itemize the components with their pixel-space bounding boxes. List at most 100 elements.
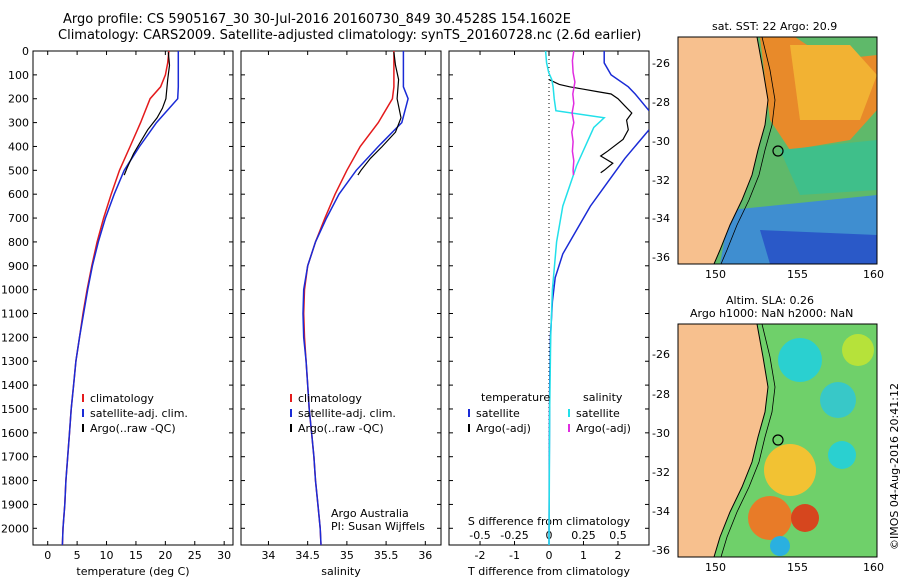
climatology-title: Climatology: CARS2009. Satellite-adjuste… <box>58 28 642 43</box>
temperature-x-tick-label: 15 <box>129 549 143 562</box>
sla-map-low-eddy-4 <box>770 536 790 556</box>
sst-map-isobath <box>720 36 776 265</box>
sla-map-title-1: Altim. SLA: 0.26 <box>726 294 815 307</box>
temperature-legend-label: satellite-adj. clim. <box>90 407 188 420</box>
sst-lon-tick: 160 <box>863 268 884 281</box>
salinity-series-line <box>357 52 402 176</box>
salinity-x-axis-label: salinity <box>321 565 361 578</box>
sla-map-argo-marker <box>772 434 784 446</box>
differences-legend-label: Argo(-adj) <box>576 422 631 435</box>
depth-tick-label: 0 <box>22 45 29 58</box>
sst-lon-tick: 155 <box>787 268 808 281</box>
depth-tick-label: 1800 <box>1 475 29 488</box>
depth-tick-label: 2000 <box>1 522 29 535</box>
salinity-legend-label: Argo(..raw -QC) <box>298 422 384 435</box>
differences-s-tick-label: 0.25 <box>571 529 596 542</box>
differences-x-tick-label: 1 <box>580 549 587 562</box>
salinity-annotation: Argo Australia <box>331 507 409 520</box>
sla-map-high-eddy-2 <box>764 444 816 496</box>
sst-map-coastline <box>713 36 769 265</box>
differences-series-line <box>544 51 606 545</box>
sst-map <box>677 36 878 265</box>
sst-map-mid-patch <box>780 140 877 195</box>
sla-lat-tick: -32 <box>652 466 670 479</box>
differences-x-tick-label: 0 <box>546 549 553 562</box>
footer-credit: ©IMOS 04-Aug-2016 20:41:12 <box>888 383 900 550</box>
differences-x-tick-label: 2 <box>614 549 621 562</box>
sst-map-argo-marker <box>772 145 784 157</box>
depth-tick-label: 200 <box>8 93 29 106</box>
salinity-annotation: PI: Susan Wijffels <box>331 520 425 533</box>
sla-map-frame <box>677 323 878 558</box>
sla-map-low-eddy-2 <box>820 382 856 418</box>
salinity-legend-label: satellite-adj. clim. <box>298 407 396 420</box>
salinity-legend-label: climatology <box>298 392 362 405</box>
sst-map-warm-patch <box>790 45 877 120</box>
sla-map-low-eddy-1 <box>778 338 822 382</box>
sla-lat-tick: -30 <box>652 427 670 440</box>
differences-legend-header: temperature <box>481 391 550 404</box>
sst-map-land <box>678 37 768 264</box>
salinity-x-tick-label: 34 <box>261 549 275 562</box>
profile-title: Argo profile: CS 5905167_30 30-Jul-2016 … <box>63 12 572 27</box>
differences-series-line <box>571 51 576 176</box>
depth-tick-label: 1700 <box>1 451 29 464</box>
temperature-legend-label: climatology <box>90 392 154 405</box>
depth-tick-label: 700 <box>8 212 29 225</box>
depth-tick-label: 1500 <box>1 403 29 416</box>
temperature-axes-frame <box>32 50 234 546</box>
salinity-panel: 34 34.5 35 35.5 36 salinity climatology satelli… <box>240 50 442 578</box>
sla-map-isobath <box>720 323 776 558</box>
differences-x-axis-label: T difference from climatology <box>467 565 630 578</box>
depth-tick-label: 100 <box>8 69 29 82</box>
depth-tick-label: 1200 <box>1 331 29 344</box>
salinity-series-line <box>302 51 409 545</box>
depth-tick-label: 1000 <box>1 284 29 297</box>
temperature-x-tick-label: 0 <box>44 549 51 562</box>
sst-map-cold-patch <box>760 230 877 264</box>
differences-legend-label: Argo(-adj) <box>476 422 531 435</box>
temperature-series-line <box>61 51 180 545</box>
temperature-x-tick-label: 10 <box>100 549 114 562</box>
temperature-x-tick-label: 25 <box>188 549 202 562</box>
salinity-x-tick-label: 34.5 <box>295 549 320 562</box>
temperature-x-axis-label: temperature (deg C) <box>76 565 189 578</box>
temperature-x-tick-label: 5 <box>74 549 81 562</box>
sst-lat-tick: -30 <box>652 135 670 148</box>
sla-map <box>677 323 878 558</box>
depth-tick-label: 600 <box>8 188 29 201</box>
depth-tick-label: 1400 <box>1 379 29 392</box>
sst-lon-tick: 150 <box>705 268 726 281</box>
sla-lon-tick: 150 <box>705 561 726 574</box>
sst-lat-tick: -28 <box>652 96 670 109</box>
sst-lat-tick: -32 <box>652 174 670 187</box>
temperature-panel: 0100200300400500600700800900100011001200… <box>1 45 234 578</box>
differences-x-tick-label: -2 <box>475 549 486 562</box>
sst-lat-tick: -36 <box>652 251 670 264</box>
sst-map-frame <box>677 36 878 265</box>
differences-legend-label: satellite <box>576 407 620 420</box>
salinity-x-tick-label: 36 <box>418 549 432 562</box>
salinity-axes-frame <box>240 50 442 546</box>
differences-legend-header: salinity <box>583 391 623 404</box>
sla-map-low-eddy-3 <box>828 441 856 469</box>
sla-map-high-eddy-1 <box>842 334 874 366</box>
salinity-x-tick-label: 35 <box>340 549 354 562</box>
temperature-legend-label: Argo(..raw -QC) <box>90 422 176 435</box>
sla-map-title-2: Argo h1000: NaN h2000: NaN <box>690 307 854 320</box>
sla-lat-tick: -28 <box>652 388 670 401</box>
differences-series-line <box>548 79 633 174</box>
sla-map-high-eddy-4 <box>791 504 819 532</box>
temperature-series-line <box>123 52 171 176</box>
depth-tick-label: 1300 <box>1 355 29 368</box>
sst-lat-tick: -26 <box>652 57 670 70</box>
sla-lon-tick: 155 <box>787 561 808 574</box>
depth-tick-label: 300 <box>8 117 29 130</box>
sla-map-coastline <box>713 323 769 558</box>
sla-map-high-eddy-3 <box>748 496 792 540</box>
sla-lat-tick: -36 <box>652 544 670 557</box>
sla-lat-tick: -34 <box>652 505 670 518</box>
depth-tick-label: 1600 <box>1 427 29 440</box>
